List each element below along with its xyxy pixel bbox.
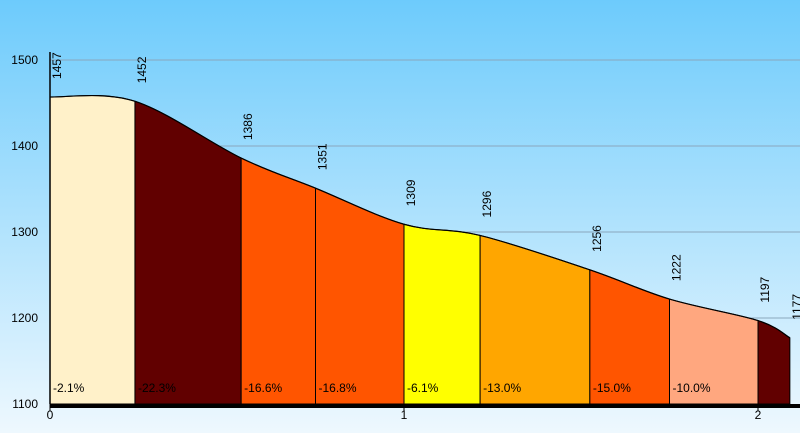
x-tick-label: 0	[47, 408, 54, 422]
grade-label: -2.1%	[53, 381, 85, 395]
y-tick-label: 1300	[11, 225, 38, 239]
elevation-label: 1177	[790, 294, 800, 320]
x-axis-bar	[50, 404, 800, 408]
elevation-label: 1309	[404, 179, 418, 206]
elevation-labels: 1457 1452 1386 1351 1309 1296 1256 1222 1197 1177	[50, 52, 800, 320]
elevation-label: 1351	[316, 143, 330, 170]
elevation-label: 1452	[135, 56, 149, 83]
grade-label: -13.0%	[483, 381, 521, 395]
grade-segment	[315, 187, 405, 405]
elevation-label: 1222	[670, 254, 684, 281]
profile-line	[49, 94, 791, 339]
grade-segment	[49, 95, 136, 405]
grade-labels: -2.1% -22.3% -16.6% -16.8% -6.1% -13.0% -15.0%…	[53, 381, 711, 395]
grade-segment	[403, 223, 481, 405]
axes: 1500 1400 1300 1200 1100 0 1 2	[11, 52, 800, 422]
grade-label: -16.8%	[319, 381, 357, 395]
grade-label: -22.3%	[138, 381, 176, 395]
x-tick-label: 1	[401, 408, 408, 422]
y-tick-label: 1100	[12, 397, 38, 411]
grade-label: -16.6%	[244, 381, 282, 395]
grade-segment	[240, 157, 316, 405]
elevation-label: 1256	[590, 225, 604, 252]
grade-label: -10.0%	[673, 381, 711, 395]
elevation-label: 1457	[50, 52, 64, 79]
y-tick-label: 1500	[11, 53, 38, 67]
y-tick-label: 1200	[11, 311, 38, 325]
x-tick-label: 2	[755, 408, 762, 422]
grade-label: -15.0%	[593, 381, 631, 395]
elevation-label: 1386	[241, 113, 255, 140]
elevation-label: 1197	[758, 276, 772, 302]
elevation-label: 1296	[480, 190, 494, 217]
y-tick-label: 1400	[11, 139, 38, 153]
profile-outline	[49, 94, 791, 339]
grade-label: -6.1%	[407, 381, 439, 395]
